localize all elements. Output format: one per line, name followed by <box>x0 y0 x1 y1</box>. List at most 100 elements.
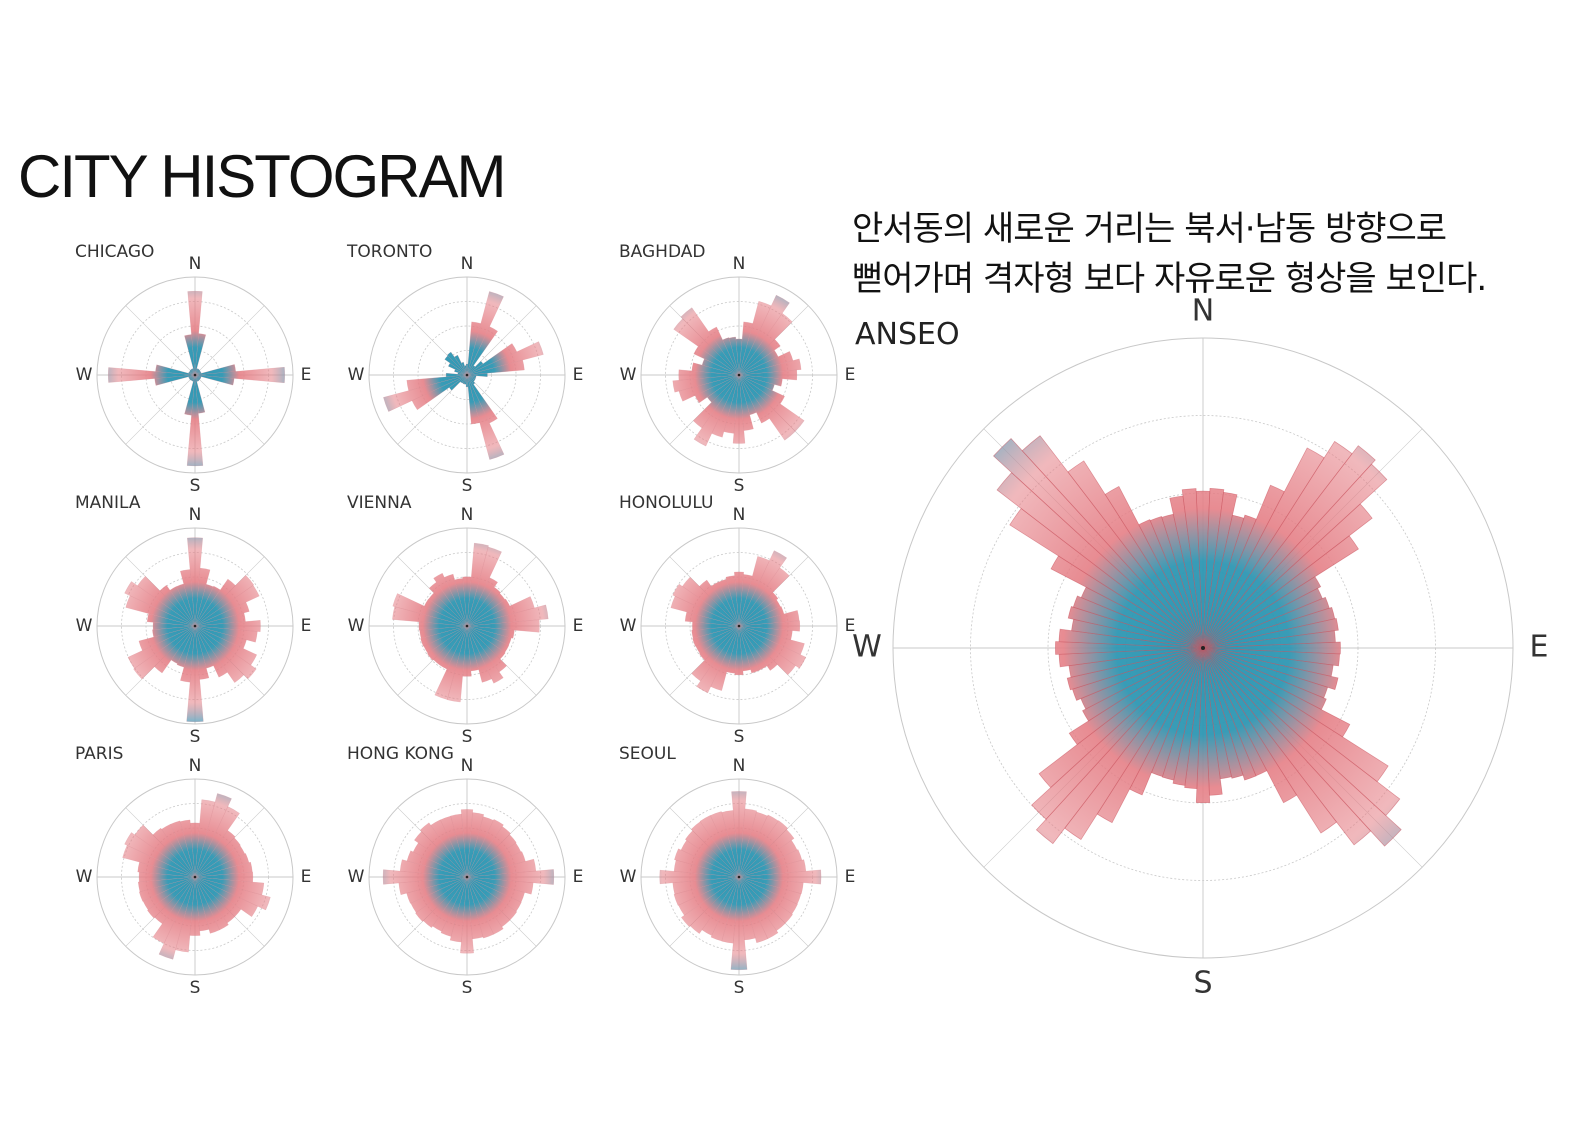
histogram-bar <box>450 813 468 878</box>
caption-line-2: 뻗어가며 격자형 보다 자유로운 형상을 보인다. <box>852 259 1487 299</box>
histogram-bar <box>1202 647 1257 781</box>
histogram-bar <box>466 625 504 684</box>
histogram-bar <box>699 625 740 661</box>
histogram-bar <box>176 625 196 668</box>
center-dot <box>737 875 741 879</box>
histogram-bar <box>1202 445 1376 649</box>
direction-label-e: E <box>573 365 584 385</box>
histogram-bar <box>152 876 196 944</box>
histogram-bar <box>993 438 1204 649</box>
direction-label-s: S <box>190 727 201 747</box>
histogram-bar <box>155 364 196 376</box>
caption: 안서동의 새로운 거리는 북서·남동 방향으로 뻗어가며 격자형 보다 자유로운… <box>852 204 1572 304</box>
polar-chart-toronto: TORONTO N E S W <box>346 242 583 496</box>
histogram-bar <box>1202 647 1372 846</box>
histogram-bar <box>184 374 196 416</box>
histogram-bar <box>672 583 740 627</box>
histogram-bar <box>1202 647 1338 834</box>
histogram-bar <box>194 837 241 878</box>
histogram-bar <box>738 820 788 878</box>
polar-chart-chicago: CHICAGO N E S W <box>75 242 311 496</box>
histogram-bar <box>170 820 196 878</box>
histogram-bar <box>681 876 740 928</box>
histogram-bar <box>1068 647 1204 746</box>
direction-label-s: S <box>462 727 473 747</box>
histogram-bar <box>696 625 740 694</box>
histogram-bar <box>434 625 468 700</box>
histogram-bar <box>152 827 196 878</box>
histogram-bar <box>1202 618 1339 649</box>
histogram-bar <box>1031 647 1204 820</box>
histogram-bar <box>722 337 740 376</box>
center-dot <box>465 875 469 879</box>
histogram-bar <box>738 369 798 381</box>
histogram-bar <box>1202 463 1388 649</box>
city-label: SEOUL <box>619 744 676 764</box>
direction-label-n: N <box>461 505 474 525</box>
histogram-bar <box>466 869 555 885</box>
histogram-bar <box>732 374 746 444</box>
city-label: CHICAGO <box>75 242 154 262</box>
histogram-bar <box>738 625 760 674</box>
histogram-bar <box>466 374 505 460</box>
histogram-bar <box>738 876 769 943</box>
histogram-bar <box>466 625 492 683</box>
histogram-bar <box>194 366 285 384</box>
histogram-bar <box>1181 488 1204 649</box>
polar-chart-hong-kong: HONG KONG N E S W <box>347 744 583 998</box>
histogram-bar <box>1202 647 1402 847</box>
histogram-bar <box>731 791 747 878</box>
histogram-bar <box>1202 647 1244 779</box>
histogram-bar <box>392 593 468 627</box>
direction-label-s: S <box>734 476 745 496</box>
histogram-bar <box>137 576 196 627</box>
direction-label-n: N <box>189 756 202 776</box>
histogram-bar <box>194 625 257 680</box>
histogram-bar <box>382 869 468 885</box>
histogram-bar <box>194 876 258 917</box>
histogram-bar <box>674 848 740 878</box>
histogram-bar <box>738 374 796 441</box>
histogram-bar <box>454 354 468 376</box>
histogram-bar <box>445 372 468 378</box>
direction-label-n: N <box>461 756 474 776</box>
histogram-bar <box>691 625 740 639</box>
direction-label-w: W <box>620 867 637 887</box>
histogram-bar <box>710 876 740 942</box>
city-label: BAGHDAD <box>619 242 705 262</box>
histogram-bar <box>738 592 779 627</box>
histogram-bar <box>680 307 740 376</box>
histogram-bar <box>179 819 196 878</box>
direction-label-s: S <box>734 978 745 998</box>
histogram-bar <box>738 625 796 676</box>
histogram-bar <box>420 625 468 647</box>
direction-label-w: W <box>620 616 637 636</box>
histogram-bar <box>678 369 740 381</box>
histogram-bar <box>138 876 196 892</box>
histogram-bar <box>194 575 255 627</box>
histogram-bar <box>693 374 740 429</box>
histogram-bar <box>1202 647 1298 804</box>
direction-label-e: E <box>301 867 312 887</box>
histogram-bar <box>461 361 468 376</box>
histogram-bar <box>710 811 740 878</box>
polar-chart-baghdad: BAGHDAD N E S W <box>619 242 855 496</box>
caption-line-1: 안서동의 새로운 거리는 북서·남동 방향으로 <box>852 209 1447 249</box>
histogram-bar <box>194 806 240 878</box>
direction-label-e: E <box>845 365 856 385</box>
histogram-bar <box>194 625 228 678</box>
histogram-bar <box>194 876 220 934</box>
histogram-bar <box>433 572 468 627</box>
direction-label-w: W <box>852 630 882 665</box>
histogram-bar <box>187 537 203 627</box>
center-dot <box>193 624 197 628</box>
histogram-bar <box>1038 647 1204 789</box>
histogram-bar <box>738 339 781 376</box>
direction-label-w: W <box>76 365 93 385</box>
histogram-bar <box>194 625 245 683</box>
histogram-bar <box>440 876 468 937</box>
histogram-bar <box>184 334 196 376</box>
histogram-bar <box>1104 485 1204 649</box>
histogram-bar <box>691 625 740 682</box>
